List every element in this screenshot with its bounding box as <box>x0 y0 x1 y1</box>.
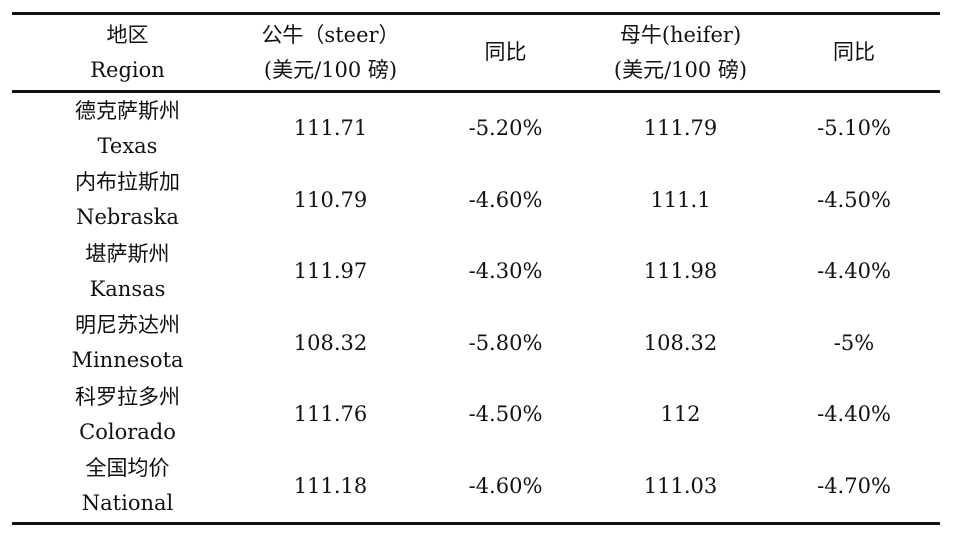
table-row: 德克萨斯州 Texas 111.71 -5.20% 111.79 -5.10% <box>12 92 940 165</box>
header-steer-yoy-zh: 同比 <box>484 40 527 64</box>
cell-region: 内布拉斯加 Nebraska <box>12 165 243 237</box>
region-en: National <box>81 491 174 516</box>
region-zh: 内布拉斯加 <box>75 170 180 195</box>
cell-steer-yoy: -4.60% <box>468 187 543 212</box>
region-zh: 堪萨斯州 <box>85 241 170 266</box>
cell-heifer-yoy: -4.40% <box>817 402 891 427</box>
cell-heifer-yoy: -5% <box>833 330 875 355</box>
region-en: Nebraska <box>76 205 179 230</box>
cattle-price-table: 地区 Region 公牛（steer） (美元/100 磅) 同比 母牛(hei… <box>12 12 940 525</box>
cell-steer-price: 111.71 <box>293 116 368 141</box>
region-en: Colorado <box>79 419 176 444</box>
header-region-en: Region <box>90 57 165 82</box>
cell-heifer-price: 111.79 <box>643 116 718 141</box>
header-heifer-yoy: 同比 <box>768 14 940 92</box>
header-region-zh: 地区 <box>106 22 149 47</box>
cell-heifer-yoy: -5.10% <box>817 116 891 141</box>
region-en: Kansas <box>89 276 166 301</box>
region-en: Minnesota <box>71 348 184 373</box>
cell-region: 全国均价 National <box>12 451 243 524</box>
header-heifer-yoy-zh: 同比 <box>833 40 875 64</box>
cell-heifer-price: 108.32 <box>643 330 718 355</box>
header-steer-yoy: 同比 <box>418 14 593 92</box>
header-heifer-unit: (美元/100 磅) <box>613 57 748 82</box>
cell-steer-price: 108.32 <box>293 330 368 355</box>
region-zh: 科罗拉多州 <box>75 384 180 409</box>
cell-steer-price: 111.97 <box>293 259 368 284</box>
cell-heifer-price: 111.1 <box>650 187 711 212</box>
header-heifer-zh: 母牛(heifer) <box>619 22 742 47</box>
cell-heifer-price: 112 <box>660 402 701 427</box>
region-en: Texas <box>97 133 158 158</box>
header-steer-unit: (美元/100 磅) <box>263 57 398 82</box>
table-header: 地区 Region 公牛（steer） (美元/100 磅) 同比 母牛(hei… <box>12 13 940 92</box>
header-heifer: 母牛(heifer) (美元/100 磅) <box>593 14 768 92</box>
table-row: 全国均价 National 111.18 -4.60% 111.03 -4.70… <box>12 451 940 524</box>
cell-steer-price: 111.18 <box>293 473 368 498</box>
table-row: 内布拉斯加 Nebraska 110.79 -4.60% 111.1 -4.50… <box>12 165 940 237</box>
cell-steer-yoy: -4.50% <box>468 402 543 427</box>
cell-heifer-yoy: -4.40% <box>817 259 891 284</box>
header-steer: 公牛（steer） (美元/100 磅) <box>243 14 418 92</box>
region-zh: 明尼苏达州 <box>75 313 180 338</box>
cell-steer-yoy: -4.30% <box>468 259 543 284</box>
cell-region: 德克萨斯州 Texas <box>12 92 243 165</box>
cell-steer-yoy: -5.80% <box>468 330 543 355</box>
header-row: 地区 Region 公牛（steer） (美元/100 磅) 同比 母牛(hei… <box>12 13 940 92</box>
region-zh: 全国均价 <box>85 456 170 481</box>
cell-region: 堪萨斯州 Kansas <box>12 236 243 308</box>
cell-heifer-yoy: -4.50% <box>817 187 891 212</box>
cell-steer-yoy: -4.60% <box>468 473 543 498</box>
cell-steer-yoy: -5.20% <box>468 116 543 141</box>
cell-heifer-price: 111.03 <box>643 473 718 498</box>
table-row: 科罗拉多州 Colorado 111.76 -4.50% 112 -4.40% <box>12 379 940 451</box>
cell-heifer-price: 111.98 <box>643 259 718 284</box>
table-row: 堪萨斯州 Kansas 111.97 -4.30% 111.98 -4.40% <box>12 236 940 308</box>
header-region: 地区 Region <box>12 14 243 92</box>
cell-steer-price: 111.76 <box>293 402 368 427</box>
cell-heifer-yoy: -4.70% <box>817 473 891 498</box>
region-zh: 德克萨斯州 <box>75 98 180 123</box>
cell-region: 科罗拉多州 Colorado <box>12 379 243 451</box>
table-body: 德克萨斯州 Texas 111.71 -5.20% 111.79 -5.10% … <box>12 92 940 524</box>
cell-steer-price: 110.79 <box>293 187 368 212</box>
cell-region: 明尼苏达州 Minnesota <box>12 308 243 380</box>
table-row: 明尼苏达州 Minnesota 108.32 -5.80% 108.32 -5% <box>12 308 940 380</box>
header-steer-zh: 公牛（steer） <box>261 22 400 47</box>
